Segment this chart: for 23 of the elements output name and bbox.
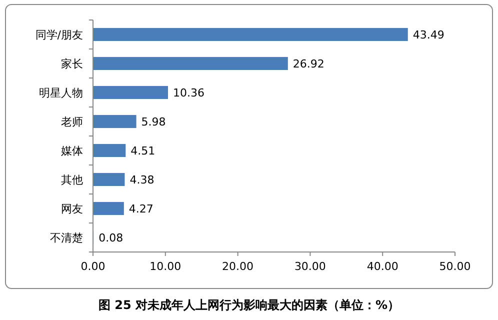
y-tick-label: 同学/朋友 (35, 28, 83, 42)
y-tick-label: 不清楚 (50, 232, 83, 244)
data-label: 5.98 (141, 116, 166, 128)
y-tick-label: 网友 (61, 202, 83, 216)
data-label: 4.51 (130, 144, 156, 158)
y-tick-label: 明星人物 (39, 86, 83, 100)
x-tick-label: 20.00 (222, 260, 254, 273)
data-label: 10.36 (173, 86, 205, 100)
x-tick-label: 0.00 (80, 260, 106, 273)
y-tick-label: 老师 (61, 116, 83, 128)
data-label: 43.49 (412, 28, 444, 42)
y-tick-label: 媒体 (61, 144, 83, 158)
data-label: 0.08 (98, 232, 124, 244)
y-tick-label: 家长 (61, 58, 83, 70)
x-tick-label: 10.00 (150, 260, 182, 273)
x-tick-label: 30.00 (294, 260, 326, 273)
data-label: 4.38 (130, 174, 154, 186)
x-tick-label: 50.00 (439, 260, 471, 273)
x-tick-label: 40.00 (366, 260, 398, 273)
data-label: 4.27 (128, 202, 154, 216)
data-label: 26.92 (292, 58, 324, 70)
y-tick-label: 其他 (61, 174, 83, 186)
text: 图 25 对未成年人上网行为影响最大的因素（单位：%） (98, 298, 400, 312)
